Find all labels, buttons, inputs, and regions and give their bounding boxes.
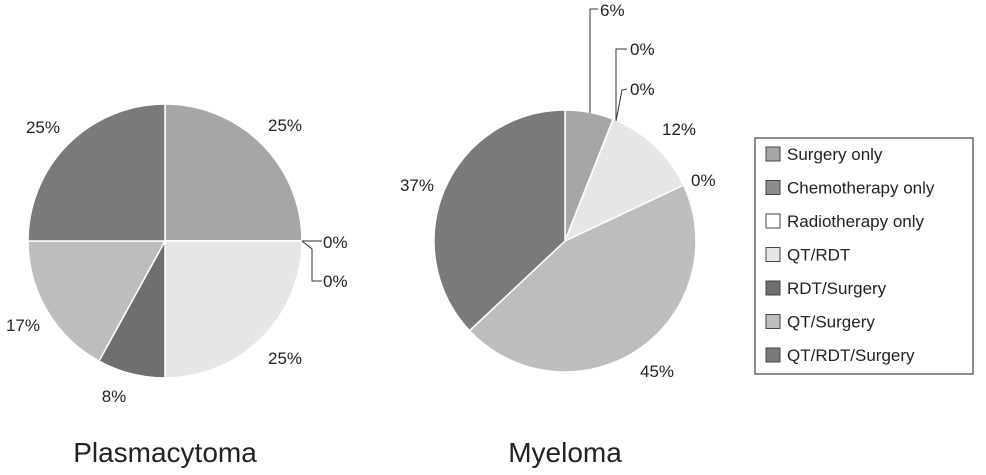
plasmacytoma-label-qt-rdt-surgery: 25% [26, 118, 60, 137]
plasmacytoma-pie: 25% 0% 0% 25% 8% 17% 25% [6, 103, 348, 406]
legend-swatch-rdt-surgery [765, 280, 781, 296]
myeloma-label-surgery-only: 6% [600, 1, 625, 20]
myeloma-label-chemotherapy-only: 0% [630, 40, 655, 59]
plasmacytoma-title: Plasmacytoma [73, 437, 257, 468]
legend-swatch-qt-rdt-surgery [765, 347, 781, 363]
myeloma-label-qt-rdt: 12% [662, 120, 696, 139]
myeloma-leader-surgery-only [589, 8, 598, 113]
legend-swatch-radiotherapy-only [765, 213, 781, 229]
plasmacytoma-label-qt-surgery: 17% [6, 316, 40, 335]
myeloma-label-rdt-surgery: 0% [691, 171, 716, 190]
plasmacytoma-label-qt-rdt: 25% [268, 349, 302, 368]
plasmacytoma-label-rdt-surgery: 8% [102, 387, 127, 406]
myeloma-pie: 6% 0% 0% 12% 0% 45% 37% [400, 1, 716, 381]
legend: Surgery only Chemotherapy only Radiotherap… [754, 137, 974, 375]
legend-label-qt-rdt-surgery: QT/RDT/Surgery [787, 346, 915, 365]
myeloma-title: Myeloma [508, 437, 622, 468]
myeloma-label-qt-rdt-surgery: 37% [400, 176, 434, 195]
plasmacytoma-label-surgery-only: 25% [268, 116, 302, 135]
legend-swatch-surgery-only [765, 146, 781, 162]
legend-swatch-chemotherapy-only [765, 180, 781, 195]
legend-swatch-qt-surgery [765, 314, 781, 329]
legend-label-rdt-surgery: RDT/Surgery [787, 279, 887, 298]
myeloma-label-qt-surgery: 45% [640, 362, 674, 381]
plasmacytoma-leader-radiotherapy-only [301, 240, 322, 282]
myeloma-leader-radiotherapy-only [615, 88, 628, 122]
legend-label-chemotherapy-only: Chemotherapy only [787, 179, 935, 198]
myeloma-leader-chemotherapy-only [615, 48, 627, 121]
legend-swatch-qt-rdt [765, 247, 781, 262]
plasmacytoma-label-chemotherapy-only: 0% [323, 233, 348, 252]
legend-label-qt-rdt: QT/RDT [787, 246, 850, 265]
plasmacytoma-label-radiotherapy-only: 0% [323, 272, 348, 291]
legend-label-surgery-only: Surgery only [787, 145, 883, 164]
myeloma-label-radiotherapy-only: 0% [630, 80, 655, 99]
myeloma-pie-outline [433, 109, 697, 373]
legend-box [754, 137, 974, 375]
legend-label-radiotherapy-only: Radiotherapy only [787, 212, 925, 231]
legend-label-qt-surgery: QT/Surgery [787, 313, 875, 332]
